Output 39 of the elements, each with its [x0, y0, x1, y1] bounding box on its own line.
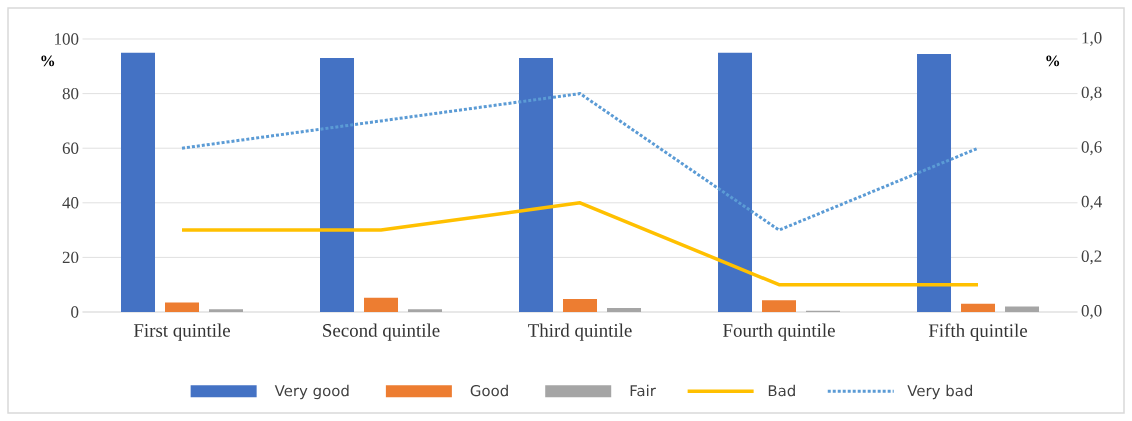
bar — [519, 58, 554, 312]
y-tick-label: 40 — [62, 197, 79, 209]
bar — [762, 300, 797, 312]
bar — [718, 52, 753, 312]
line-series — [180, 92, 980, 232]
legend-label: Very good — [274, 384, 349, 400]
bar — [121, 52, 156, 312]
x-tick-label: Fourth quintile — [723, 323, 835, 341]
bar — [165, 302, 200, 312]
legend-label: Bad — [768, 384, 795, 397]
bar — [364, 297, 399, 312]
legend-label: Very bad — [907, 384, 973, 400]
bar — [320, 58, 355, 312]
y2-tick-label: 1,0 — [1082, 32, 1102, 46]
x-tick-label: Third quintile — [528, 323, 632, 341]
bar — [607, 307, 642, 312]
x-tick-label: First quintile — [133, 323, 231, 341]
bar — [1005, 306, 1040, 312]
y2-tick-label: 0,0 — [1081, 305, 1102, 319]
y2-tick-label: 0,2 — [1081, 250, 1102, 265]
bar — [408, 309, 443, 312]
x-tick-label: Fifth quintile — [928, 323, 1028, 341]
x-tick-label: Second quintile — [323, 323, 440, 341]
y-tick-label: 20 — [62, 251, 79, 264]
y-tick-label: 80 — [62, 87, 79, 100]
bar — [961, 303, 996, 312]
y2-axis-title: % — [1046, 55, 1060, 67]
y2-tick-label: 0,6 — [1081, 141, 1102, 156]
y-tick-label: 60 — [62, 142, 79, 154]
y-axis-title: % — [41, 55, 55, 67]
legend-label: Good — [470, 384, 508, 397]
y2-tick-label: 0,4 — [1081, 195, 1102, 210]
bar — [917, 54, 952, 312]
y2-tick-label: 0,8 — [1081, 86, 1102, 101]
y-tick-label: 100 — [55, 33, 79, 45]
bar — [209, 309, 244, 312]
bar — [563, 298, 598, 312]
y-tick-label: 0 — [71, 306, 79, 318]
legend-label: Fair — [630, 384, 656, 397]
